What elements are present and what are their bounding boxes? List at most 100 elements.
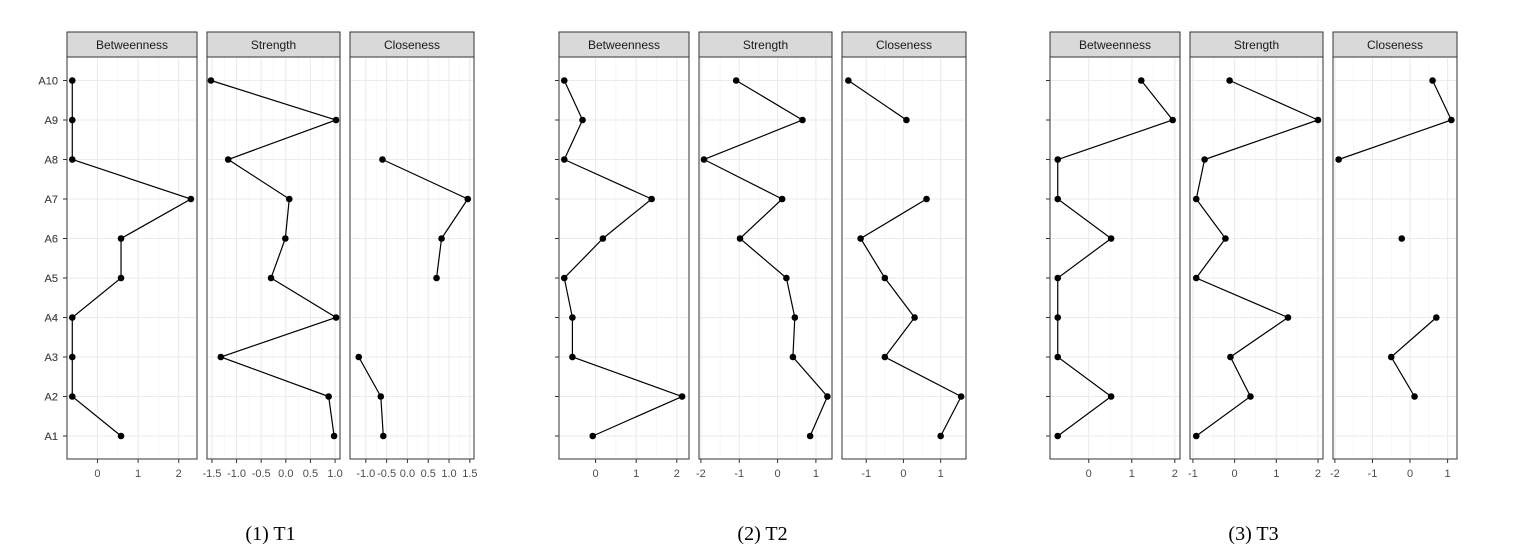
series-line: [847, 80, 907, 121]
facet-betweenness-t1: Betweenness 0 1 2: [66, 31, 198, 480]
x-tick-label: 2: [674, 468, 680, 480]
x-tick-label: -1: [1188, 468, 1198, 480]
x-tick-label: 1: [135, 468, 141, 480]
y-tick-label: A7: [45, 194, 58, 206]
y-tick-label: A10: [38, 76, 58, 88]
x-tick-label: 1: [938, 468, 944, 480]
x-tick-label: 2: [1172, 468, 1178, 480]
data-point-a9: [68, 116, 76, 124]
facet-strip-label: Closeness: [384, 38, 440, 52]
data-point-a3: [1387, 353, 1395, 361]
x-tick-label: -1: [734, 468, 744, 480]
panel-background: [349, 56, 475, 460]
y-tick-label: A6: [45, 234, 58, 246]
data-point-a4: [332, 314, 340, 321]
facet-betweenness-t2: Betweenness 0 1 2: [558, 31, 690, 480]
y-tick-label: A2: [45, 392, 58, 404]
panel-border: [1332, 56, 1458, 460]
data-point-a7: [923, 195, 930, 203]
x-tick-label: 0.0: [278, 468, 293, 480]
facet-strip-label: Betweenness: [588, 38, 660, 52]
data-point-a8: [379, 156, 386, 163]
data-point-a5: [560, 274, 568, 282]
series-line: [210, 79, 338, 437]
data-point-a8: [700, 156, 708, 163]
data-point-a2: [1107, 393, 1115, 400]
data-point-a5: [433, 274, 440, 282]
y-tick-label: A4: [45, 313, 58, 325]
panel-background: [841, 56, 967, 460]
data-point-a1: [589, 432, 597, 440]
data-point-a10: [1137, 77, 1145, 84]
panel-background: [1332, 56, 1458, 460]
chart-group-1: A1 A2 A3 A4 A5 A6 A7 A8 A9 A10 Betweenness 0 1 2 Stren…: [38, 31, 477, 545]
y-tick-label: A2: [45, 392, 58, 404]
data-point-a9: [579, 116, 586, 124]
panel-border: [1189, 56, 1324, 460]
data-point-a5: [267, 274, 275, 282]
data-point-a1: [117, 432, 125, 440]
data-point-a5: [881, 274, 889, 282]
panel-border: [1049, 56, 1181, 460]
x-tick-label: 2: [1315, 468, 1321, 480]
data-point-a8: [1335, 156, 1342, 163]
data-point-a2: [325, 393, 332, 400]
x-tick-label: -2: [1330, 468, 1340, 480]
panel-background: [1049, 56, 1181, 460]
facet-strip: [698, 31, 833, 58]
y-tick-label: A7: [45, 194, 58, 206]
panel-background: [558, 56, 690, 460]
data-point-a4: [791, 314, 799, 321]
data-point-a7: [1054, 195, 1062, 203]
x-tick-label: -0.5: [252, 468, 271, 480]
data-point-a8: [224, 156, 232, 163]
x-tick-label: 0: [1086, 468, 1092, 480]
y-tick-label: A9: [45, 115, 58, 127]
panel-border: [841, 56, 967, 460]
data-point-a7: [464, 195, 472, 203]
data-point-a7: [648, 195, 655, 203]
panel-border: [698, 56, 833, 460]
x-tick-label: -1.0: [227, 468, 246, 480]
y-tick-label: A8: [45, 155, 58, 167]
data-point-a1: [1054, 432, 1062, 440]
data-point-a10: [207, 77, 215, 84]
data-point-a9: [799, 116, 806, 124]
facet-strip: [66, 31, 198, 58]
x-tick-label: 1: [1129, 468, 1135, 480]
data-point-a1: [806, 432, 814, 440]
series-line: [71, 80, 193, 437]
data-point-a2: [68, 393, 76, 400]
data-point-a1: [330, 432, 338, 440]
y-tick-label: A9: [45, 115, 58, 127]
data-point-a2: [1411, 393, 1418, 400]
data-point-a10: [1429, 77, 1436, 84]
data-point-a2: [377, 393, 385, 400]
panel-background: [1189, 56, 1324, 460]
data-point-a9: [903, 116, 910, 124]
x-tick-label: 0: [900, 468, 906, 480]
data-point-a3: [789, 353, 797, 361]
data-point-a7: [187, 195, 195, 203]
data-point-a2: [678, 393, 686, 400]
data-point-a9: [1448, 116, 1455, 124]
x-tick-label: 0.5: [421, 468, 436, 480]
series-line: [1195, 79, 1320, 437]
y-tick-label: A5: [45, 273, 58, 285]
facet-betweenness-t3: Betweenness 0 1 2: [1049, 31, 1181, 480]
data-point-a9: [1314, 116, 1322, 124]
chart-caption: (2) T2: [737, 523, 787, 545]
x-tick-label: 0.5: [303, 468, 318, 480]
data-point-a6: [1398, 235, 1406, 242]
y-tick-label: A2: [45, 392, 58, 404]
data-point-a5: [783, 274, 790, 282]
x-tick-label: -0.5: [377, 468, 396, 480]
y-tick-label: A6: [45, 234, 58, 246]
x-tick-label: 1: [633, 468, 639, 480]
data-point-a7: [778, 195, 786, 203]
x-tick-label: 0: [1232, 468, 1238, 480]
panel-border: [349, 56, 475, 460]
facet-strip-label: Closeness: [1367, 38, 1423, 52]
